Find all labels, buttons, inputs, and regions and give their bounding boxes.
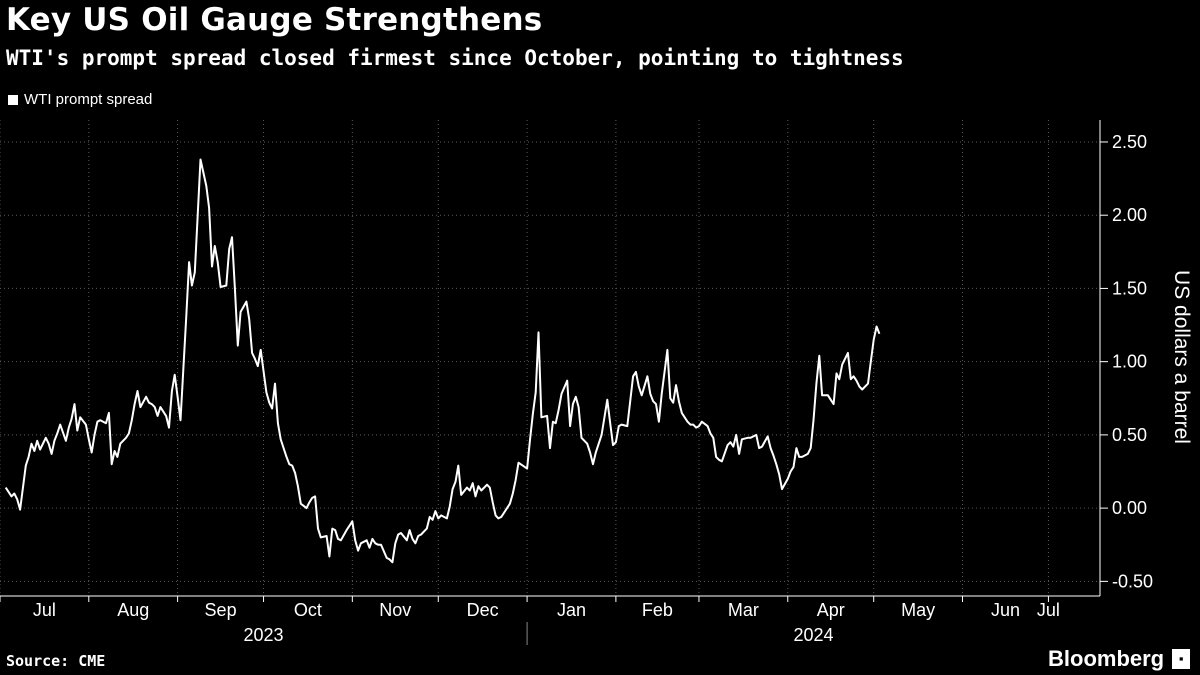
x-month-label: Oct xyxy=(294,600,322,620)
bloomberg-terminal-icon: ▪ xyxy=(1172,649,1191,669)
x-month-label: Jul xyxy=(33,600,56,620)
x-year-label: 2023 xyxy=(244,625,284,645)
x-month-label: Mar xyxy=(728,600,759,620)
chart-subtitle: WTI's prompt spread closed firmest since… xyxy=(6,46,904,70)
legend-label: WTI prompt spread xyxy=(24,91,153,108)
y-tick-label: 2.00 xyxy=(1112,205,1147,225)
x-month-label: Apr xyxy=(817,600,845,620)
x-month-label: May xyxy=(901,600,935,620)
x-month-label: Nov xyxy=(379,600,411,620)
y-tick-label: 0.50 xyxy=(1112,425,1147,445)
source-note: Source: CME xyxy=(6,652,106,670)
y-tick-label: 1.50 xyxy=(1112,278,1147,298)
x-month-label: Jun xyxy=(991,600,1020,620)
y-tick-label: 2.50 xyxy=(1112,132,1147,152)
x-month-label: Aug xyxy=(117,600,149,620)
x-year-label: 2024 xyxy=(794,625,834,645)
x-month-label: Sep xyxy=(205,600,237,620)
y-tick-label: 0.00 xyxy=(1112,498,1147,518)
chart-title: Key US Oil Gauge Strengthens xyxy=(6,2,543,38)
x-month-label: Feb xyxy=(642,600,673,620)
y-axis-label: US dollars a barrel xyxy=(1170,270,1193,444)
x-month-label: Jul xyxy=(1037,600,1060,620)
y-tick-label: -0.50 xyxy=(1112,571,1153,591)
series-line xyxy=(4,158,881,564)
legend-swatch-icon xyxy=(8,94,18,105)
x-month-label: Jan xyxy=(557,600,586,620)
brand-logo: Bloomberg ▪ xyxy=(1048,646,1191,672)
brand-name: Bloomberg xyxy=(1048,646,1165,671)
x-month-label: Dec xyxy=(467,600,499,620)
legend: WTI prompt spread xyxy=(8,91,152,108)
y-tick-label: 1.00 xyxy=(1112,352,1147,372)
